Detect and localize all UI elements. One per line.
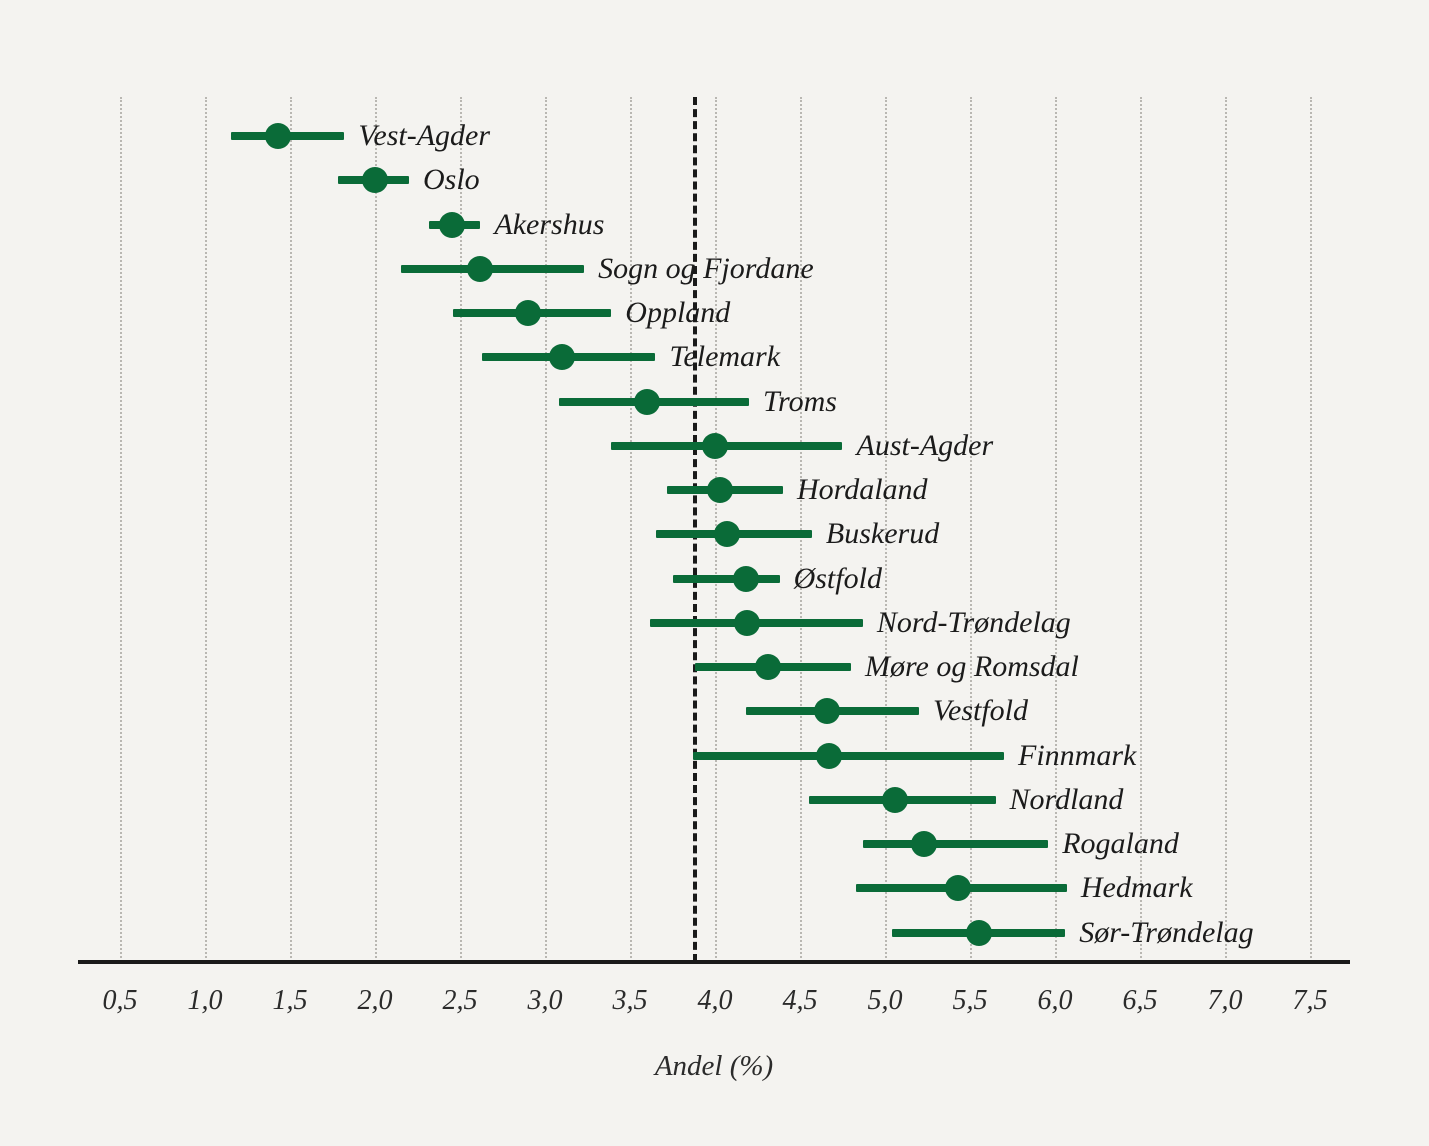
gridline xyxy=(460,97,462,962)
estimate-point[interactable] xyxy=(732,565,759,592)
gridline xyxy=(1055,97,1057,962)
region-label: Buskerud xyxy=(825,517,940,551)
estimate-point[interactable] xyxy=(965,919,992,946)
estimate-point[interactable] xyxy=(515,300,541,326)
x-tick-label: 0,5 xyxy=(102,985,138,1016)
estimate-point[interactable] xyxy=(734,609,761,636)
confidence-interval-bar xyxy=(862,840,1049,848)
estimate-point[interactable] xyxy=(754,654,781,680)
estimate-point[interactable] xyxy=(634,388,660,415)
region-label: Troms xyxy=(763,384,837,418)
x-tick-label: 7,5 xyxy=(1292,985,1328,1016)
estimate-point[interactable] xyxy=(882,786,909,813)
region-label: Finnmark xyxy=(1018,738,1137,772)
estimate-point[interactable] xyxy=(945,875,972,902)
estimate-point[interactable] xyxy=(815,742,842,769)
region-label: Sør-Trøndelag xyxy=(1079,915,1254,949)
x-tick-label: 7,0 xyxy=(1207,985,1243,1016)
region-label: Vestfold xyxy=(933,694,1028,728)
x-tick-label: 2,5 xyxy=(442,985,478,1016)
region-label: Møre og Romsdal xyxy=(865,650,1079,683)
region-label: Oppland xyxy=(625,296,731,329)
estimate-point[interactable] xyxy=(438,211,465,238)
gridline xyxy=(800,97,802,962)
x-tick-label: 6,0 xyxy=(1037,985,1073,1016)
gridline xyxy=(290,97,292,962)
x-tick-label: 4,5 xyxy=(782,985,818,1016)
region-label: Østfold xyxy=(793,561,882,595)
x-tick-label: 4,0 xyxy=(697,985,733,1016)
region-label: Hordaland xyxy=(797,473,928,506)
x-tick-label: 1,5 xyxy=(272,985,308,1016)
gridline xyxy=(630,97,632,962)
region-label: Akershus xyxy=(494,207,605,241)
region-label: Aust-Agder xyxy=(856,428,994,462)
estimate-point[interactable] xyxy=(814,698,841,725)
gridline xyxy=(545,97,547,962)
region-label: Telemark xyxy=(669,340,781,374)
estimate-point[interactable] xyxy=(467,255,494,282)
region-label: Vest-Agder xyxy=(358,119,491,152)
x-axis-line xyxy=(78,960,1350,964)
x-tick-label: 1,0 xyxy=(187,985,223,1016)
estimate-point[interactable] xyxy=(549,344,575,371)
region-label: Sogn og Fjordane xyxy=(598,251,814,285)
gridline xyxy=(1140,97,1142,962)
estimate-point[interactable] xyxy=(713,521,740,548)
x-tick-label: 3,0 xyxy=(527,985,563,1016)
estimate-point[interactable] xyxy=(911,831,938,857)
gridline xyxy=(885,97,887,962)
region-label: Nord-Trøndelag xyxy=(876,605,1071,639)
x-tick-label: 5,5 xyxy=(952,985,988,1016)
x-tick-label: 6,5 xyxy=(1122,985,1158,1016)
gridline xyxy=(970,97,972,962)
estimate-point[interactable] xyxy=(265,123,292,149)
gridline xyxy=(1225,97,1227,962)
confidence-interval-bar xyxy=(692,751,1004,760)
estimate-point[interactable] xyxy=(707,477,734,503)
estimate-point[interactable] xyxy=(702,432,728,459)
region-label: Oslo xyxy=(423,163,480,197)
x-axis-title: Andel (%) xyxy=(654,1050,774,1082)
gridline xyxy=(205,97,207,962)
x-tick-label: 5,0 xyxy=(867,985,903,1016)
x-tick-label: 3,5 xyxy=(612,985,648,1016)
region-label: Nordland xyxy=(1009,782,1124,816)
gridline xyxy=(1310,97,1312,962)
estimate-point[interactable] xyxy=(362,167,388,194)
region-label: Hedmark xyxy=(1080,871,1193,905)
gridline xyxy=(375,97,377,962)
region-label: Rogaland xyxy=(1062,827,1179,860)
gridline xyxy=(120,97,122,962)
reference-line xyxy=(692,97,697,962)
x-tick-label: 2,0 xyxy=(357,985,393,1016)
confidence-interval-bar xyxy=(672,574,780,583)
